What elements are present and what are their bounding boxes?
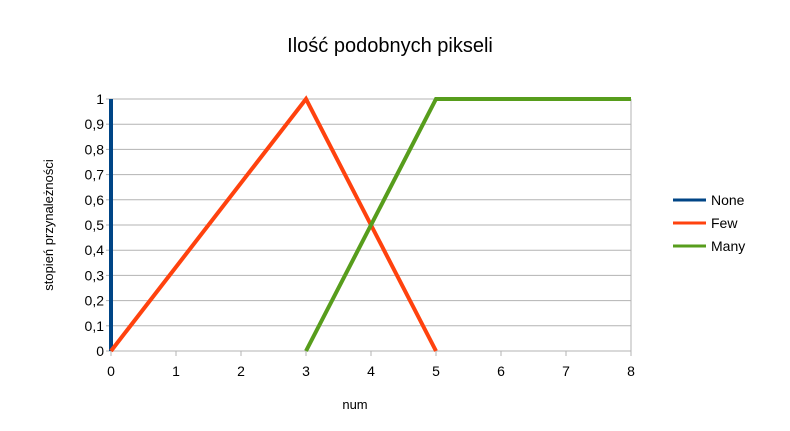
- series-line-many: [304, 97, 631, 352]
- x-tick-label: 6: [497, 363, 505, 379]
- legend-label-many: Many: [711, 238, 745, 254]
- y-tick-label: 0,8: [85, 141, 105, 157]
- y-tick-label: 0,7: [85, 167, 105, 183]
- legend-label-none: None: [711, 192, 745, 208]
- x-tick-label: 7: [562, 363, 570, 379]
- y-tick-label: 0,1: [85, 318, 105, 334]
- y-tick-label: 0,6: [85, 192, 105, 208]
- x-tick-label: 2: [237, 363, 245, 379]
- legend: None Few Many: [673, 192, 745, 254]
- y-tick-label: 0,9: [85, 116, 105, 132]
- y-tick-label: 0,3: [85, 267, 105, 283]
- x-tick-label: 3: [302, 363, 310, 379]
- y-tick-label: 0,5: [85, 217, 105, 233]
- x-tick-label: 5: [432, 363, 440, 379]
- x-tick-label: 0: [107, 363, 115, 379]
- y-tick-label: 0: [96, 343, 104, 359]
- y-tick-label: 1: [96, 91, 104, 107]
- series-line-few: [109, 95, 438, 353]
- plot-area: 0 0,1 0,2 0,3 0,4 0,5 0,6 0,7 0,8 0,9 1 0 1 2 3 4 5 6 7 8: [85, 91, 636, 379]
- legend-label-few: Few: [711, 215, 738, 231]
- y-axis-label: stopień przynależności: [41, 159, 56, 291]
- x-tick-label: 1: [172, 363, 180, 379]
- y-tick-label: 0,4: [85, 242, 105, 258]
- chart-title: Ilość podobnych pikseli: [287, 35, 493, 57]
- y-tick-label: 0,2: [85, 293, 105, 309]
- x-axis-label: num: [342, 397, 367, 412]
- x-tick-label: 8: [627, 363, 635, 379]
- x-tick-label: 4: [367, 363, 375, 379]
